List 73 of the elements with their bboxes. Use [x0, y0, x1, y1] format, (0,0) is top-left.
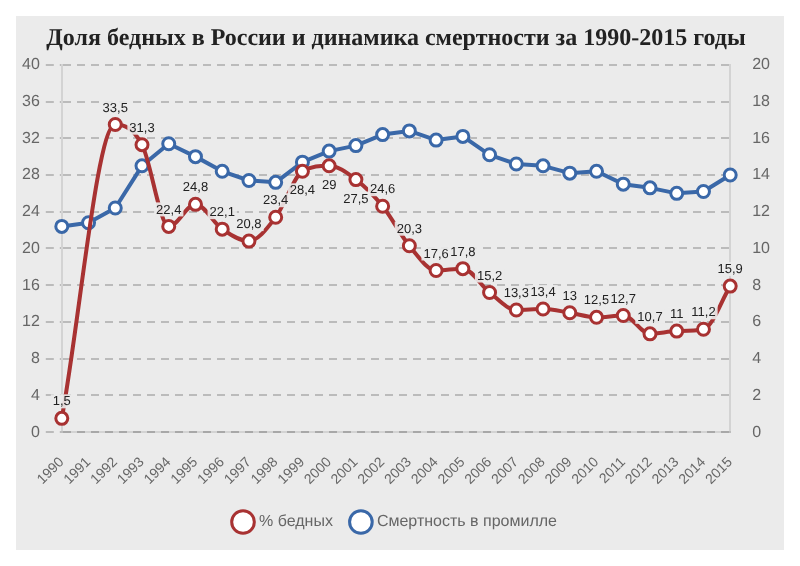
point: [241, 173, 257, 188]
point: [214, 163, 230, 179]
point: [161, 218, 177, 234]
point: [722, 167, 738, 183]
point: [107, 200, 123, 216]
y2-tick-label: 6: [752, 312, 763, 331]
point: [615, 307, 631, 323]
point: [535, 158, 551, 174]
y2-tick-label: 16: [752, 128, 772, 147]
y2-tick-label: 14: [752, 165, 772, 184]
y-tick-label: 8: [30, 349, 41, 368]
point: [695, 184, 711, 200]
chart-title: Доля бедных в России и динамика смертности за 1990-2015 годы: [46, 22, 747, 51]
legend-label: Смертность в промилле: [376, 512, 559, 531]
point: [348, 172, 364, 188]
y2-tick-label: 12: [752, 202, 772, 221]
y2-tick-label: 20: [752, 55, 772, 74]
point: [455, 128, 471, 144]
point: [161, 136, 177, 152]
point: [268, 209, 284, 225]
point: [375, 127, 391, 143]
point: [348, 138, 364, 154]
y2-tick-label: 0: [752, 422, 763, 441]
point: [722, 278, 738, 294]
y2-tick-label: 8: [752, 275, 763, 294]
point: [375, 198, 391, 214]
point: [508, 156, 524, 172]
y-tick-label: 16: [21, 275, 41, 294]
point: [642, 180, 658, 196]
point: [589, 309, 605, 325]
y-tick-label: 36: [21, 91, 41, 110]
point: [214, 221, 230, 237]
y2-tick-label: 4: [752, 349, 763, 368]
y-tick-label: 0: [30, 422, 41, 441]
point: [241, 233, 257, 249]
point: [428, 262, 444, 278]
point: [695, 321, 711, 337]
point: [54, 218, 70, 234]
point: [321, 143, 337, 159]
point: [482, 147, 498, 163]
y2-tick-label: 10: [752, 238, 772, 257]
point: [428, 132, 444, 148]
legend-label: % бедных: [259, 512, 333, 531]
point: [321, 158, 337, 174]
point: [455, 261, 471, 277]
point: [54, 410, 70, 426]
y-tick-label: 32: [21, 128, 41, 147]
y-tick-label: 20: [21, 238, 41, 257]
point: [187, 196, 203, 212]
point: [589, 163, 605, 179]
point: [134, 137, 150, 153]
point: [562, 305, 578, 321]
point: [535, 301, 551, 317]
point: [508, 302, 524, 318]
point: [107, 116, 123, 132]
y-tick-label: 4: [30, 385, 41, 404]
point: [669, 323, 685, 339]
y-tick-label: 28: [21, 165, 41, 184]
y-tick-label: 12: [21, 312, 41, 331]
point: [268, 174, 284, 190]
y-tick-label: 40: [21, 55, 41, 74]
point: [642, 326, 658, 342]
y2-tick-label: 18: [752, 91, 772, 110]
point: [669, 185, 685, 201]
point: [482, 285, 498, 301]
y2-tick-label: 2: [752, 385, 763, 404]
point: [294, 163, 310, 179]
point: [187, 149, 203, 165]
point: [401, 123, 417, 139]
point: [615, 176, 631, 192]
y-tick-label: 24: [21, 202, 41, 221]
point: [562, 165, 578, 181]
point: [401, 238, 417, 254]
